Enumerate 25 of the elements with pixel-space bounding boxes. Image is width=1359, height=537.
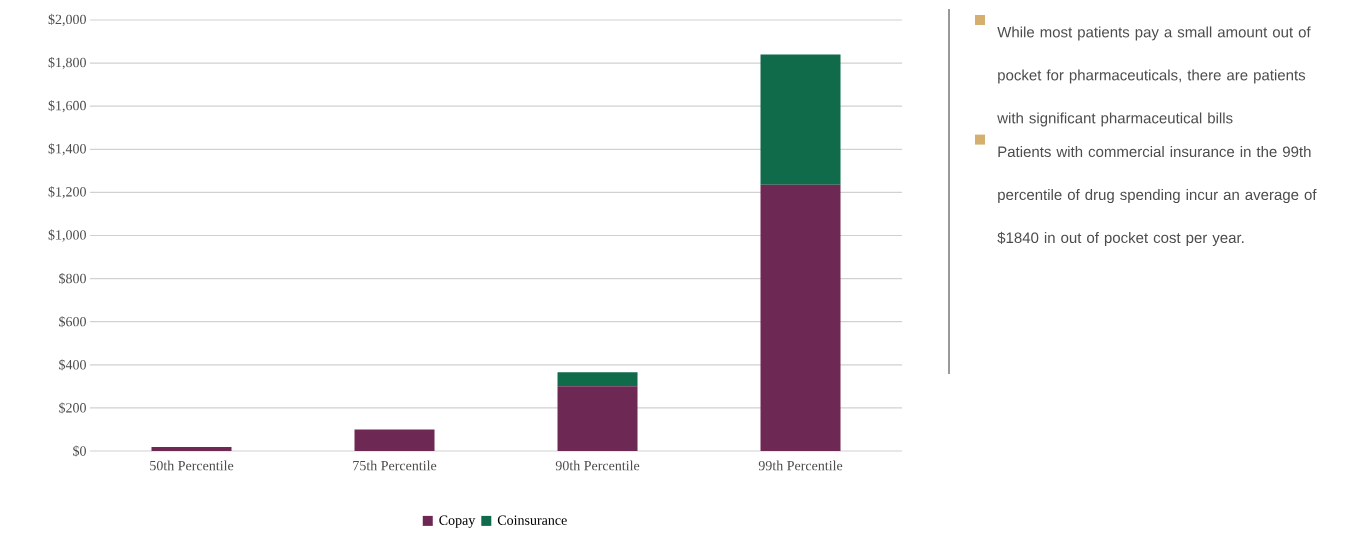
y-tick-label: $0: [73, 445, 86, 457]
bar: [760, 184, 841, 451]
y-tick-label: $1,200: [48, 186, 86, 199]
bar: [760, 54, 841, 185]
y-tick-label: $1,400: [48, 143, 86, 156]
legend-label: Copay: [439, 515, 476, 528]
y-tick-label: $2,000: [48, 13, 86, 27]
x-tick-label: 90th Percentile: [555, 460, 640, 471]
x-tick-label: 99th Percentile: [758, 460, 843, 471]
y-tick-label: $1,600: [48, 100, 86, 113]
bar: [354, 429, 435, 451]
y-tick-label: $400: [59, 359, 86, 371]
y-tick-label: $600: [59, 316, 86, 328]
y-tick-label: $800: [59, 272, 86, 285]
text: Patients with commercial insurance in the 99th percentile of drug spending incur an average of $1840 in out of pocket cost per year.: [997, 146, 1317, 247]
x-tick-label: 75th Percentile: [353, 460, 437, 471]
text: While most patients pay a small amount out of pocket for pharmaceuticals, there are patients with significant pharmaceutical bills: [997, 26, 1311, 127]
x-tick-label: 50th Percentile: [150, 460, 234, 471]
y-tick-label: $1,800: [48, 56, 86, 70]
y-tick-label: $200: [59, 402, 86, 414]
legend-label: Coinsurance: [497, 515, 567, 525]
y-tick-label: $1,000: [48, 229, 86, 242]
bar: [557, 386, 638, 451]
bar: [151, 447, 232, 451]
bar: [557, 372, 638, 387]
